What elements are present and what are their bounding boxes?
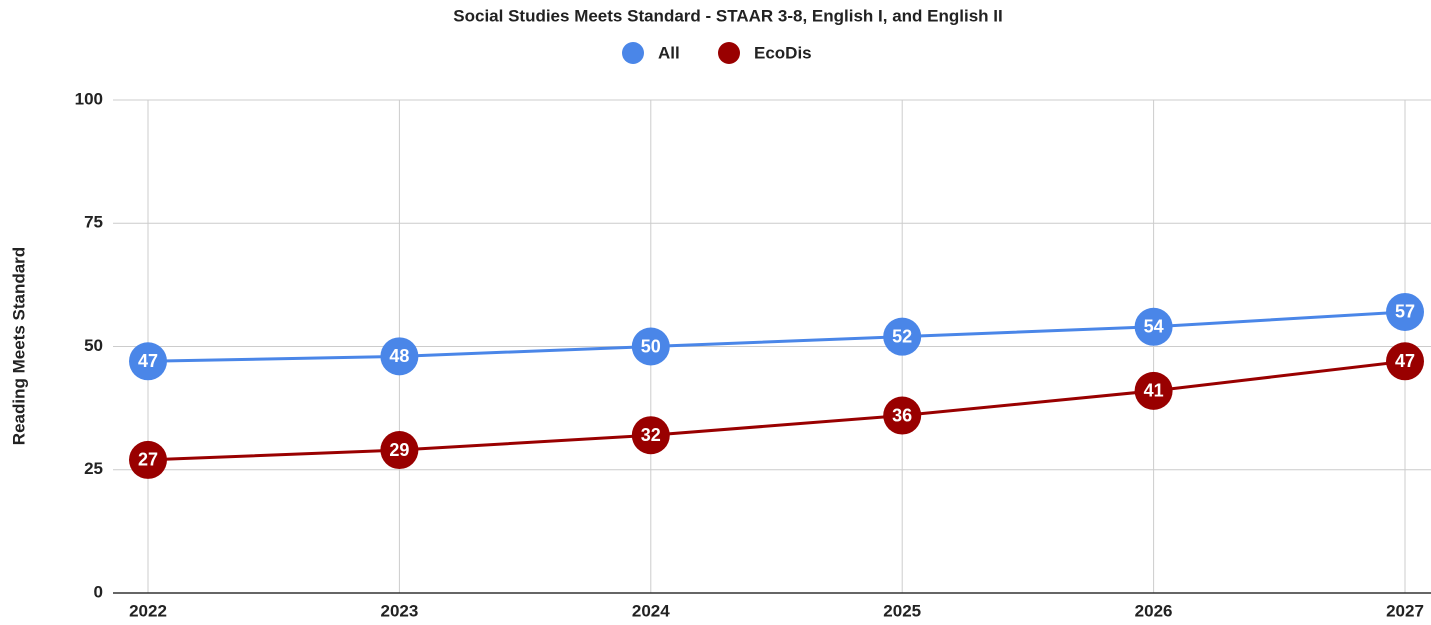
point xyxy=(129,440,167,479)
chart-title: Social Studies Meets Standard - STAAR 3-… xyxy=(453,6,1002,25)
legend-marker xyxy=(622,42,644,64)
data-label: 41 xyxy=(1144,381,1164,401)
y-tick-label: 75 xyxy=(84,213,103,232)
point xyxy=(380,337,419,376)
data-label: 54 xyxy=(1144,317,1164,337)
point xyxy=(631,416,670,455)
x-tick-label: 2022 xyxy=(129,601,167,620)
point xyxy=(1134,307,1173,346)
legend-marker xyxy=(718,42,740,64)
y-tick-label: 100 xyxy=(75,89,103,108)
x-tick-label: 2027 xyxy=(1386,601,1424,620)
series-line xyxy=(147,310,1406,363)
point xyxy=(631,327,670,366)
data-label: 47 xyxy=(1395,351,1415,371)
point xyxy=(129,342,167,381)
x-tick-label: 2025 xyxy=(883,601,921,620)
data-label: 50 xyxy=(641,336,661,356)
point xyxy=(883,317,922,356)
legend-label: EcoDis xyxy=(754,43,812,62)
data-label: 27 xyxy=(138,450,158,470)
data-label: 32 xyxy=(641,425,661,445)
point xyxy=(1134,371,1173,410)
x-tick-label: 2024 xyxy=(632,601,670,620)
data-label: 57 xyxy=(1395,302,1415,322)
point xyxy=(883,396,922,435)
y-tick-label: 25 xyxy=(84,459,103,478)
data-label: 48 xyxy=(389,346,409,366)
point xyxy=(1386,292,1424,331)
x-tick-label: 2023 xyxy=(380,601,418,620)
data-label: 29 xyxy=(389,440,409,460)
data-label: 52 xyxy=(892,326,912,346)
point xyxy=(1386,342,1424,381)
y-tick-label: 50 xyxy=(84,336,103,355)
data-label: 47 xyxy=(138,351,158,371)
point xyxy=(380,431,419,470)
y-tick-label: 0 xyxy=(94,582,103,601)
series-line xyxy=(147,359,1406,462)
y-axis-label: Reading Meets Standard xyxy=(9,247,28,445)
data-label: 36 xyxy=(892,405,912,425)
legend-label: All xyxy=(658,43,680,62)
x-tick-label: 2026 xyxy=(1135,601,1173,620)
